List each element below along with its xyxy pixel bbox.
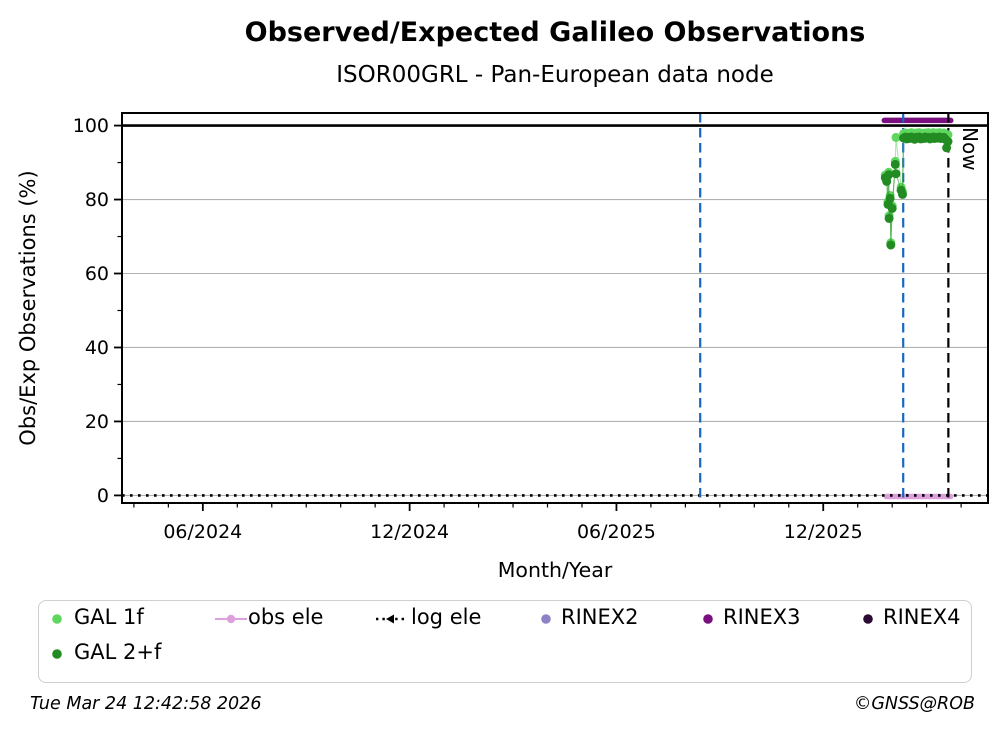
y-tick-label: 100 (73, 115, 109, 137)
y-tick-label: 80 (85, 189, 109, 211)
legend-item-rinex4: RINEX4 (883, 605, 961, 629)
legend-item-obs-ele: obs ele (248, 605, 324, 629)
x-axis-label: Month/Year (498, 558, 613, 582)
legend-item-gal-1f: GAL 1f (74, 605, 144, 629)
data-series-layer (122, 113, 988, 503)
legend-item-rinex3: RINEX3 (723, 605, 801, 629)
y-tick-label: 40 (85, 337, 109, 359)
series-gal-2-f (880, 132, 953, 250)
now-annotation: Now (958, 127, 982, 171)
x-tick-label: 06/2024 (163, 521, 242, 543)
plot-area: 06/2024 12/2024 06/2025 12/2025 0 20 40 60 80 100… (16, 112, 989, 582)
legend-marker-obs-ele (215, 614, 247, 624)
axes-frame (121, 112, 989, 504)
legend-marker-rinex4 (863, 614, 873, 624)
x-tick-label: 06/2025 (577, 521, 656, 543)
x-tick-label: 12/2024 (370, 521, 449, 543)
legend-item-gal-2-f: GAL 2+f (74, 640, 162, 664)
y-tick-label: 0 (97, 485, 109, 507)
legend-marker-rinex3 (703, 614, 713, 624)
y-axis-label: Obs/Exp Observations (%) (16, 170, 40, 445)
plot-timestamp: Tue Mar 24 12:42:58 2026 (30, 694, 262, 714)
chart-title: Observed/Expected Galileo Observations (244, 17, 866, 48)
x-tick-label: 12/2025 (784, 521, 863, 543)
legend-marker-log-ele (376, 614, 408, 624)
legend-item-rinex2: RINEX2 (561, 605, 639, 629)
legend-marker-gal-1f (52, 614, 62, 624)
legend-marker-rinex2 (541, 614, 551, 624)
legend-marker-gal-2-f (52, 649, 62, 659)
copyright-label: ©GNSS@ROB (853, 694, 975, 714)
y-tick-label: 60 (85, 263, 109, 285)
y-tick-label: 20 (85, 411, 109, 433)
chart-subtitle: ISOR00GRL - Pan-European data node (336, 62, 774, 88)
axes-frame-and-ticks: 06/2024 12/2024 06/2025 12/2025 0 20 40 60 80 100 (73, 112, 989, 543)
gridlines (122, 125, 988, 496)
legend-item-log-ele: log ele (411, 605, 482, 629)
legend: GAL 1f GAL 2+f obs ele log ele RINEX2 RINEX3 R… (38, 600, 972, 683)
